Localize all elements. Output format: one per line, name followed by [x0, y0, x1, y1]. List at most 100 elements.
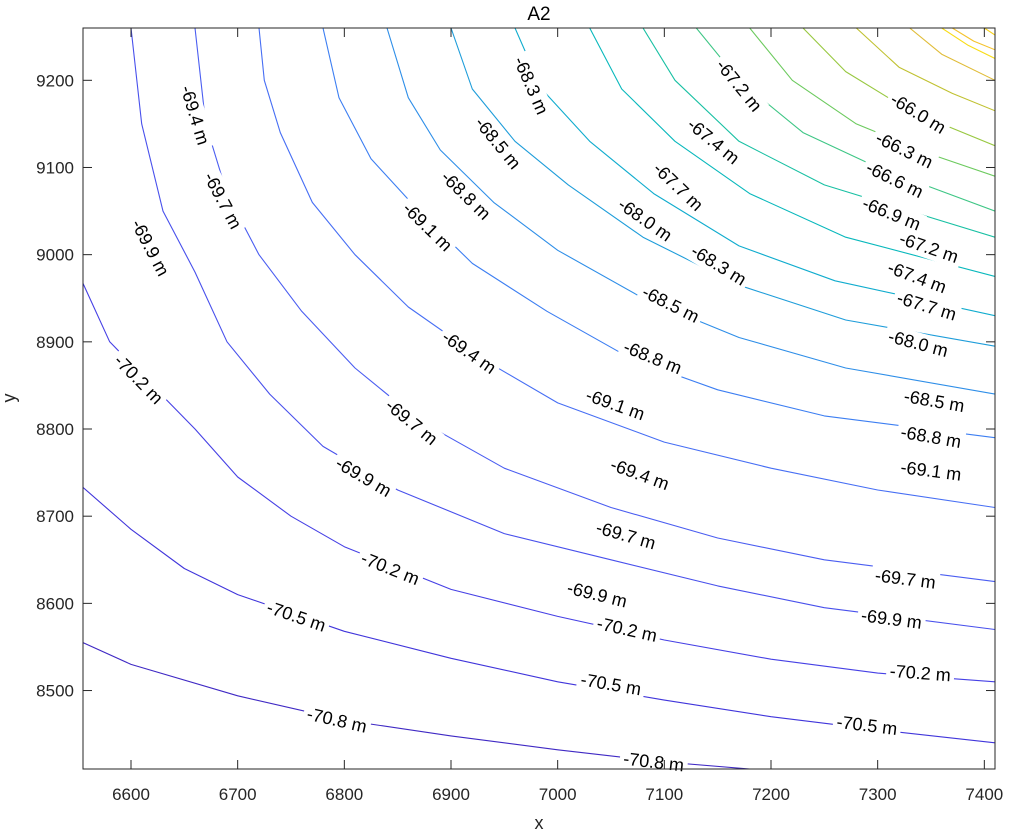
- contour-label-background: [575, 667, 647, 701]
- contour-label-background: [898, 384, 970, 418]
- contour-line: [951, 28, 995, 51]
- contour-label-background: [890, 285, 963, 327]
- contour-label: -70.8 m: [622, 749, 685, 776]
- contour-label: -70.5 m: [835, 712, 898, 739]
- y-axis-title: y: [0, 394, 19, 403]
- x-tick-label: 7100: [645, 785, 683, 804]
- contour-label: -69.9 m: [565, 578, 629, 612]
- y-tick-label: 9200: [36, 71, 74, 90]
- contour-label: -67.4 m: [683, 114, 743, 168]
- x-tick-label: 7000: [539, 785, 577, 804]
- contour-label-background: [868, 125, 940, 175]
- contour-line: [194, 28, 995, 583]
- contour-label-background: [645, 155, 711, 219]
- contour-label-background: [856, 603, 927, 635]
- contour-label-background: [680, 111, 747, 172]
- contour-label-background: [561, 575, 633, 614]
- contour-label: -69.4 m: [438, 327, 499, 378]
- contour-label-background: [328, 450, 399, 504]
- contour-line: [450, 28, 995, 347]
- contour-label: -70.2 m: [358, 548, 422, 589]
- contour-label-background: [197, 165, 249, 236]
- contour-label-background: [859, 154, 931, 205]
- contour-label: -68.8 m: [621, 337, 685, 379]
- contour-label: -68.3 m: [687, 241, 749, 290]
- contour-line: [909, 28, 995, 81]
- contour-label-background: [378, 391, 445, 453]
- contour-label: -67.7 m: [895, 288, 959, 325]
- contour-line: [749, 28, 995, 177]
- contour-label-background: [893, 226, 965, 270]
- contour-line: [941, 28, 995, 60]
- contour-label-background: [174, 79, 216, 151]
- contour-label-background: [831, 710, 903, 741]
- x-tick-label: 6700: [219, 785, 257, 804]
- contour-label-background: [708, 52, 770, 119]
- contour-label: -70.5 m: [264, 597, 328, 636]
- x-tick-label: 7200: [752, 785, 790, 804]
- contour-label-background: [616, 334, 689, 381]
- contour-line: [802, 28, 995, 147]
- contour-label: -69.7 m: [382, 395, 442, 449]
- contour-label: -69.4 m: [608, 454, 672, 494]
- contour-label: -68.0 m: [886, 326, 950, 361]
- contour-label: -68.5 m: [639, 282, 703, 327]
- contour-line: [589, 28, 995, 278]
- y-tick-label: 8500: [36, 682, 74, 701]
- contour-label-background: [855, 190, 928, 237]
- contour-label: -69.1 m: [583, 385, 647, 424]
- contour-label-background: [683, 237, 754, 293]
- contour-line: [322, 28, 995, 439]
- contour-line: [83, 486, 995, 744]
- contour-label-background: [507, 49, 555, 122]
- contour-label-background: [590, 515, 662, 556]
- contour-label-background: [260, 594, 333, 638]
- y-tick-label: 8900: [36, 333, 74, 352]
- contour-label-background: [106, 347, 171, 412]
- y-tick-label: 8800: [36, 420, 74, 439]
- contour-label-background: [591, 611, 663, 648]
- contour-label: -70.2 m: [110, 351, 167, 409]
- contour-label-background: [354, 545, 426, 592]
- contour-label: -69.9 m: [332, 453, 395, 501]
- contour-label: -69.9 m: [860, 605, 923, 633]
- contour-label-background: [301, 701, 373, 739]
- contour-label-background: [635, 279, 707, 330]
- contour-line: [386, 28, 995, 395]
- contour-label-background: [467, 109, 528, 177]
- contour-label: -67.2 m: [712, 56, 766, 116]
- contour-label-background: [895, 455, 967, 487]
- contour-lines: [83, 28, 995, 769]
- contour-line: [983, 28, 995, 36]
- contour-label: -67.4 m: [885, 257, 949, 297]
- x-tick-label: 7400: [965, 785, 1003, 804]
- contour-label-background: [885, 659, 956, 687]
- x-tick-label: 6800: [325, 785, 363, 804]
- contour-label: -70.2 m: [889, 661, 951, 685]
- contour-line: [855, 28, 995, 112]
- contour-label-background: [124, 212, 176, 283]
- contour-label: -70.8 m: [305, 704, 369, 737]
- contour-label: -68.3 m: [510, 54, 553, 118]
- contour-line: [83, 642, 751, 769]
- contour-label: -67.7 m: [649, 158, 707, 215]
- contour-label-background: [882, 324, 954, 363]
- contour-label: -66.0 m: [887, 89, 949, 138]
- contour-label-background: [870, 563, 941, 595]
- contour-line: [695, 28, 995, 212]
- contour-label-background: [895, 420, 967, 454]
- contour-label-background: [395, 195, 460, 259]
- contour-label: -69.4 m: [177, 83, 214, 147]
- contour-label-background: [883, 86, 953, 141]
- contour-label-background: [881, 255, 953, 300]
- chart-title: A2: [527, 4, 550, 25]
- plot-area-frame: [82, 27, 996, 770]
- x-axis-title: x: [535, 813, 544, 833]
- contour-label: -70.2 m: [595, 613, 659, 646]
- contour-label-background: [604, 452, 676, 497]
- x-axis-ticks: 6600 6700 6800 6900 7000 7100 7200 7300 7400: [112, 28, 1003, 804]
- contour-label: -69.1 m: [899, 457, 962, 485]
- contour-label-background: [434, 323, 504, 381]
- contour-label: -69.1 m: [399, 198, 457, 255]
